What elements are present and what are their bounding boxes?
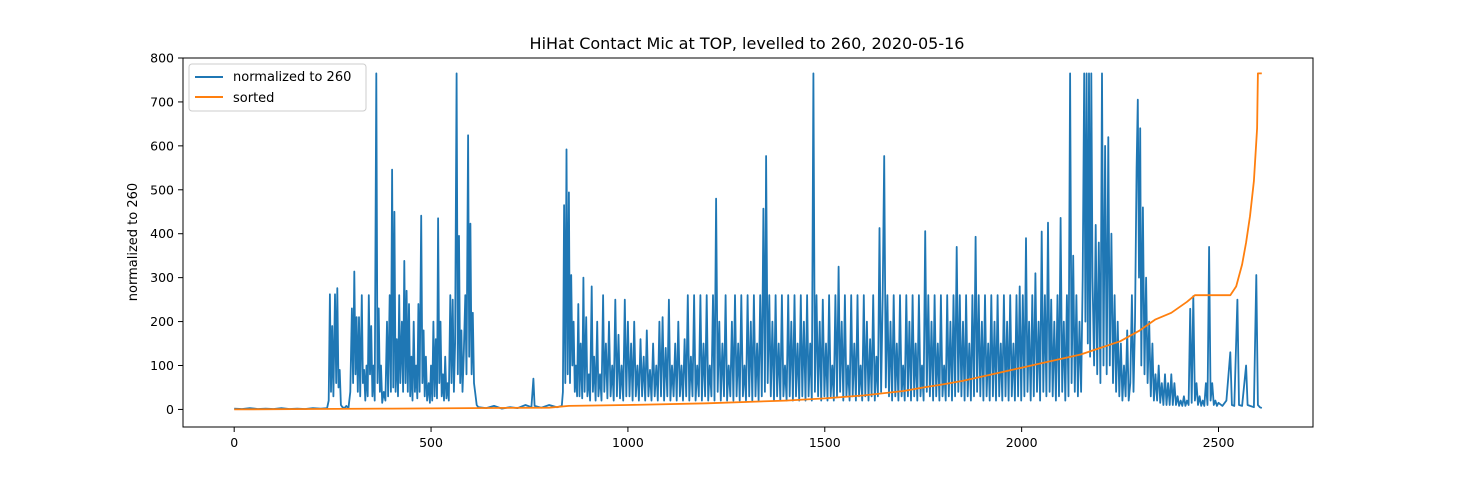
y-tick-label: 600 — [150, 138, 174, 153]
x-tick-label: 1000 — [612, 435, 644, 450]
legend-label-sorted: sorted — [233, 91, 274, 106]
legend-label-normalized: normalized to 260 — [233, 70, 351, 85]
x-tick-label: 0 — [230, 435, 238, 450]
y-tick-label: 800 — [150, 51, 174, 66]
plot-border — [182, 57, 1314, 428]
series-line-sorted — [234, 72, 1262, 411]
y-tick-label: 100 — [150, 358, 174, 373]
y-axis-label: normalized to 260 — [126, 183, 141, 301]
x-tick-label: 2000 — [1006, 435, 1038, 450]
y-tick-label: 700 — [150, 94, 174, 109]
y-axis: 0 100 200 300 400 500 600 700 800 — [150, 51, 183, 417]
y-tick-label: 0 — [166, 402, 174, 417]
chart-title: HiHat Contact Mic at TOP, levelled to 26… — [530, 34, 965, 53]
y-tick-label: 300 — [150, 270, 174, 285]
x-tick-label: 2500 — [1203, 435, 1235, 450]
x-tick-label: 500 — [419, 435, 443, 450]
y-tick-label: 400 — [150, 226, 174, 241]
y-tick-label: 200 — [150, 314, 174, 329]
x-tick-label: 1500 — [809, 435, 841, 450]
legend: normalized to 260 sorted — [188, 63, 367, 112]
legend-box — [188, 63, 367, 112]
series-layer — [234, 72, 1263, 411]
y-tick-label: 500 — [150, 182, 174, 197]
x-axis: 0 500 1000 1500 2000 2500 — [230, 427, 1234, 450]
